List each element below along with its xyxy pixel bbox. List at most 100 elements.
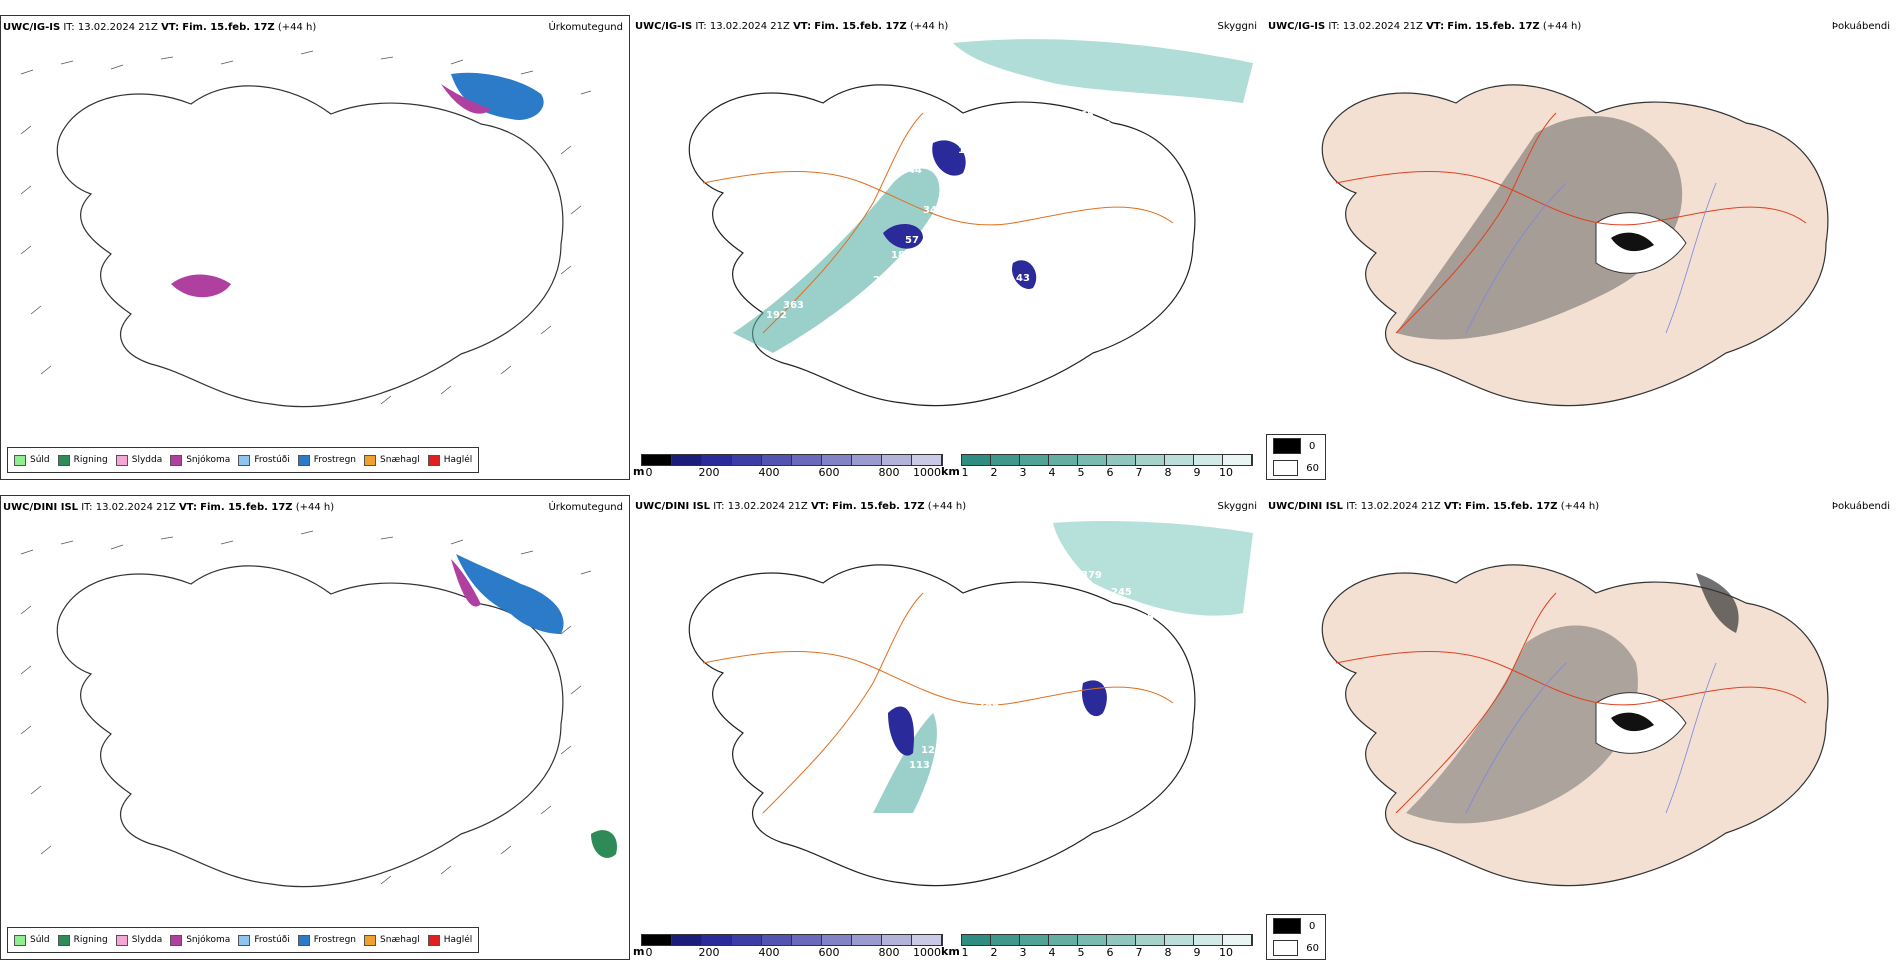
visibility-colorbar: km 1 2 3 4 5 6 7 8 9 10 [941, 454, 1253, 480]
field-name: Úrkomutegund [548, 22, 623, 33]
tick-label: 2 [990, 946, 998, 959]
visibility-panel-bottom: UWC/DINI ISL IT: 13.02.2024 21Z VT: Fim.… [633, 495, 1263, 960]
it-label: IT: [1328, 21, 1340, 32]
fog-legend-label: 0 [1309, 920, 1316, 932]
legend-item: Snjókoma [170, 934, 230, 946]
tick-label: 400 [758, 466, 780, 479]
tick-label: 3 [1019, 946, 1027, 959]
it-label: IT: [81, 502, 93, 513]
panel-header: UWC/DINI ISL IT: 13.02.2024 21Z VT: Fim.… [635, 501, 1259, 515]
precip-type-panel-top: UWC/IG-IS IT: 13.02.2024 21Z VT: Fim. 15… [0, 15, 630, 480]
vt-label: VT: [1426, 21, 1445, 32]
tick-label: 7 [1135, 466, 1143, 479]
visibility-map: 379 245 283 373 165 115 289 90 124 113 2… [688, 521, 1253, 887]
legend-item: Slydda [115, 934, 162, 946]
legend-item: Haglél [427, 454, 472, 466]
tick-label: 0 [645, 466, 653, 479]
model-name: UWC/DINI ISL [635, 501, 711, 512]
cloud-base-label: 200 [931, 775, 952, 786]
lead-time: (+44 h) [909, 21, 949, 32]
tick-label: 600 [818, 466, 840, 479]
vt-value: Fim. 15.feb. 17Z [182, 22, 275, 33]
it-value: 13.02.2024 21Z [1360, 501, 1441, 512]
unit-label: m [633, 465, 645, 478]
unit-label: m [633, 945, 645, 958]
lead-time: (+44 h) [927, 501, 967, 512]
tick-label: 5 [1077, 466, 1085, 479]
it-label: IT: [1346, 501, 1358, 512]
lead-time: (+44 h) [277, 22, 317, 33]
tick-label: 3 [1019, 466, 1027, 479]
cloud-base-label: 379 [1081, 570, 1102, 581]
tick-label: 5 [1077, 946, 1085, 959]
cloud-base-label: 265 [1073, 110, 1094, 121]
vt-label: VT: [178, 502, 197, 513]
vt-label: VT: [1443, 501, 1462, 512]
legend-item: Snjókoma [170, 454, 230, 466]
field-name: Þokuábendi [1831, 501, 1890, 512]
tick-label: 8 [1164, 466, 1172, 479]
field-name: Úrkomutegund [548, 502, 623, 513]
cloud-base-label: 283 [1085, 599, 1106, 610]
it-value: 13.02.2024 21Z [1342, 21, 1423, 32]
vt-value: Fim. 15.feb. 17Z [1465, 501, 1558, 512]
tick-label: 800 [878, 466, 900, 479]
legend-item: Frostregn [297, 454, 356, 466]
tick-label: 2 [990, 466, 998, 479]
legend-item: Slydda [115, 454, 162, 466]
vt-label: VT: [161, 22, 180, 33]
cloud-base-label: 289 [978, 700, 999, 711]
fog-legend: 0 60 [1266, 914, 1326, 960]
tick-label: 10 [1219, 946, 1233, 959]
fog-legend-label: 60 [1306, 462, 1319, 474]
panel-header: UWC/IG-IS IT: 13.02.2024 21Z VT: Fim. 15… [3, 22, 625, 36]
it-value: 13.02.2024 21Z [95, 502, 176, 513]
field-name: Þokuábendi [1831, 21, 1890, 32]
cloud-base-label: 373 [1088, 613, 1109, 624]
panel-header: UWC/IG-IS IT: 13.02.2024 21Z VT: Fim. 15… [1268, 21, 1892, 35]
visibility-map: 349 95 57 182 363 192 200 43 241 265 106… [688, 39, 1253, 407]
tick-label: 4 [1048, 946, 1056, 959]
fog-legend: 0 60 [1266, 434, 1326, 480]
legend-item: Snæhagl [364, 934, 420, 946]
iceland-map [20, 50, 592, 408]
panel-header: UWC/DINI ISL IT: 13.02.2024 21Z VT: Fim.… [3, 502, 625, 516]
tick-label: 9 [1193, 946, 1201, 959]
iceland-map [20, 530, 617, 888]
cloud-base-label: 106 [958, 145, 979, 156]
legend-item: Frostúði [238, 454, 290, 466]
fog-map [1321, 84, 1829, 407]
legend-item: Frostúði [238, 934, 290, 946]
model-name: UWC/IG-IS [635, 21, 693, 32]
tick-label: 800 [878, 946, 900, 959]
panel-header: UWC/DINI ISL IT: 13.02.2024 21Z VT: Fim.… [1268, 501, 1892, 515]
unit-label: km [941, 465, 960, 478]
tick-label: 1000 [913, 946, 941, 959]
tick-label: 7 [1135, 946, 1143, 959]
tick-label: 10 [1219, 466, 1233, 479]
legend-item: Frostregn [297, 934, 356, 946]
cloud-base-label: 144 [901, 165, 922, 176]
it-label: IT: [713, 501, 725, 512]
tick-label: 6 [1106, 466, 1114, 479]
it-label: IT: [695, 21, 707, 32]
vt-label: VT: [810, 501, 829, 512]
fog-map [1321, 564, 1829, 887]
legend-item: Haglél [427, 934, 472, 946]
it-label: IT: [63, 22, 75, 33]
tick-label: 4 [1048, 466, 1056, 479]
lead-time: (+44 h) [295, 502, 335, 513]
cloud-base-label: 184 [1033, 731, 1054, 742]
cloud-base-label: 95 [958, 175, 972, 186]
fog-index-panel-top: UWC/IG-IS IT: 13.02.2024 21Z VT: Fim. 15… [1266, 15, 1896, 480]
it-value: 13.02.2024 21Z [709, 21, 790, 32]
field-name: Skyggni [1217, 21, 1257, 32]
model-name: UWC/IG-IS [1268, 21, 1326, 32]
cloud-base-label: 147 [963, 665, 984, 676]
tick-label: 1000 [913, 466, 941, 479]
tick-label: 9 [1193, 466, 1201, 479]
fog-legend-label: 60 [1306, 942, 1319, 954]
legend-item: Súld [14, 454, 50, 466]
vt-value: Fim. 15.feb. 17Z [1447, 21, 1540, 32]
tick-label: 400 [758, 946, 780, 959]
